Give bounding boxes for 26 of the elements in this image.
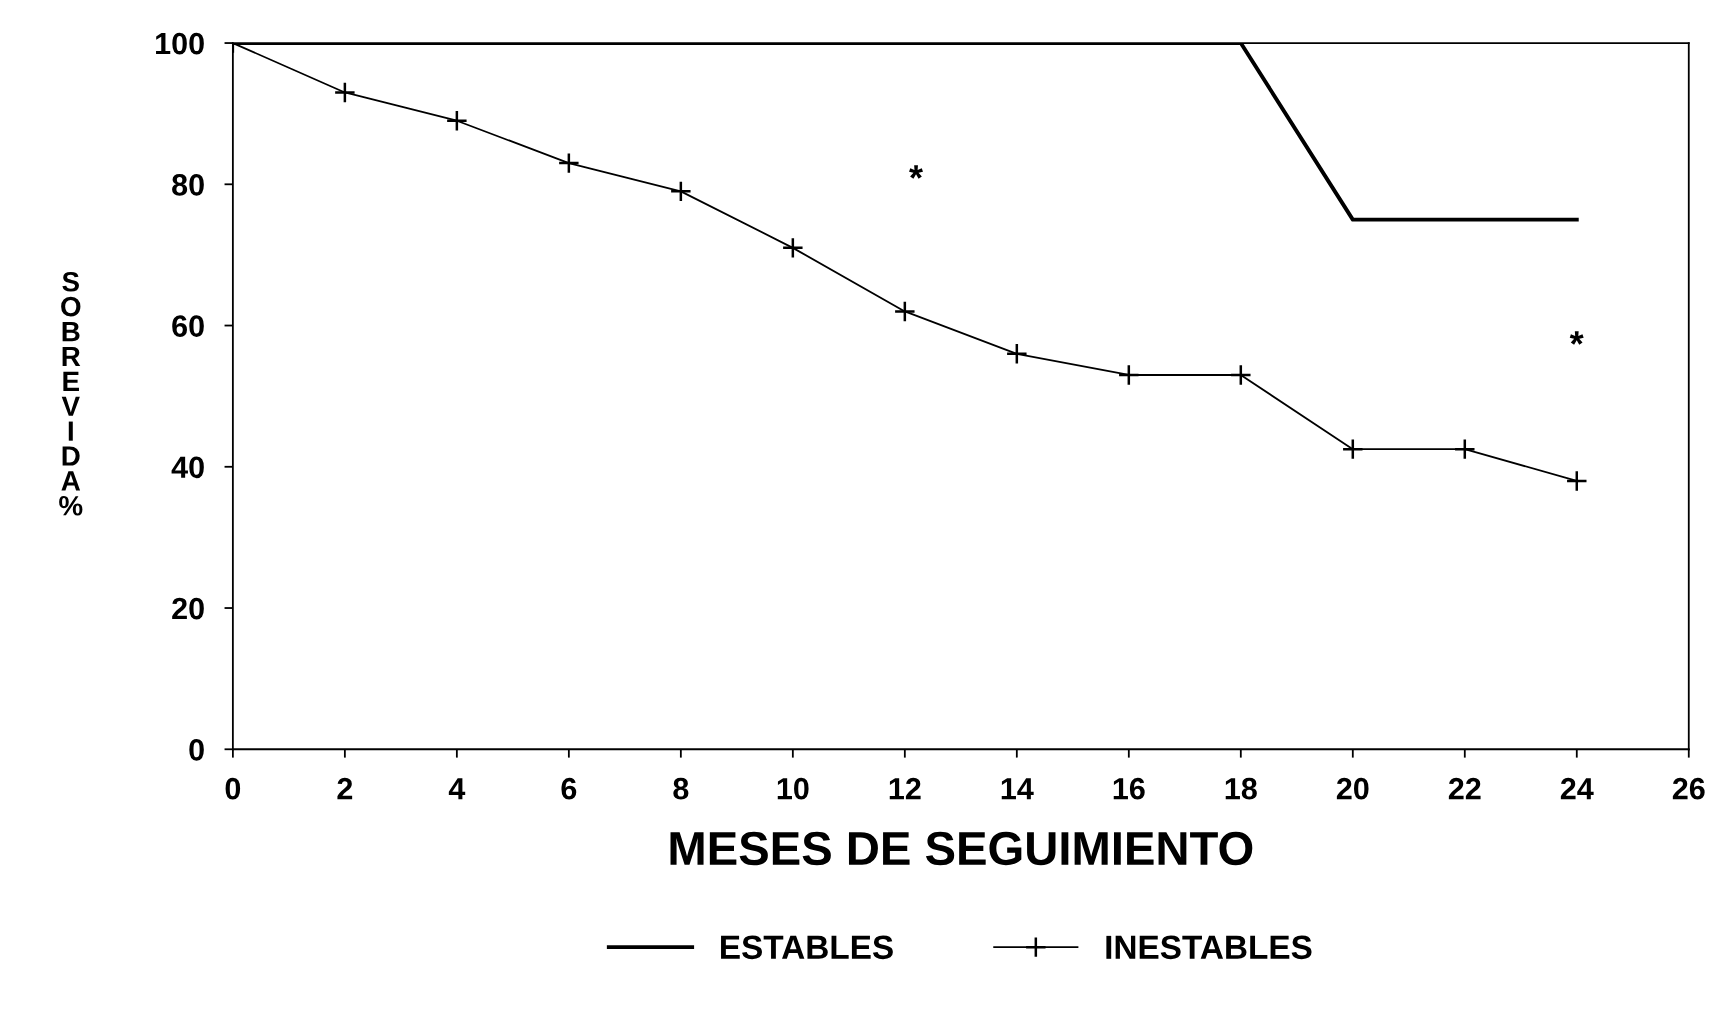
x-tick-label: 14 xyxy=(1001,778,1034,800)
x-tick-label: 26 xyxy=(1672,777,1705,800)
annotation: * xyxy=(909,165,923,179)
y-tick-label: 60 xyxy=(172,315,204,337)
y-tick-label: 100 xyxy=(156,32,204,55)
x-tick-label: 12 xyxy=(889,777,921,800)
x-tick-label: 4 xyxy=(448,778,466,800)
legend-label: ESTABLES xyxy=(721,935,893,960)
x-tick-label: 22 xyxy=(1448,777,1481,800)
y-tick-label: 80 xyxy=(172,174,204,196)
x-tick-label: 18 xyxy=(1225,777,1257,800)
x-tick-label: 24 xyxy=(1560,777,1594,800)
y-tick-label: 20 xyxy=(172,597,204,620)
x-tick-label: 8 xyxy=(673,777,689,800)
annotation: * xyxy=(1569,331,1584,345)
x-tick-label: 10 xyxy=(777,777,809,800)
x-tick-label: 16 xyxy=(1113,777,1145,800)
y-tick-label: 40 xyxy=(171,456,204,479)
y-tick-label: 0 xyxy=(189,739,204,761)
x-tick-label: 0 xyxy=(225,777,241,800)
x-axis-title: MESES DE SEGUIMIENTO xyxy=(670,831,1253,866)
x-tick-label: 6 xyxy=(561,777,577,800)
x-tick-label: 20 xyxy=(1336,777,1369,800)
x-tick-label: 2 xyxy=(337,777,353,800)
text: SOBREVIDA % xyxy=(59,271,83,516)
legend-label: INESTABLES xyxy=(1106,935,1312,960)
